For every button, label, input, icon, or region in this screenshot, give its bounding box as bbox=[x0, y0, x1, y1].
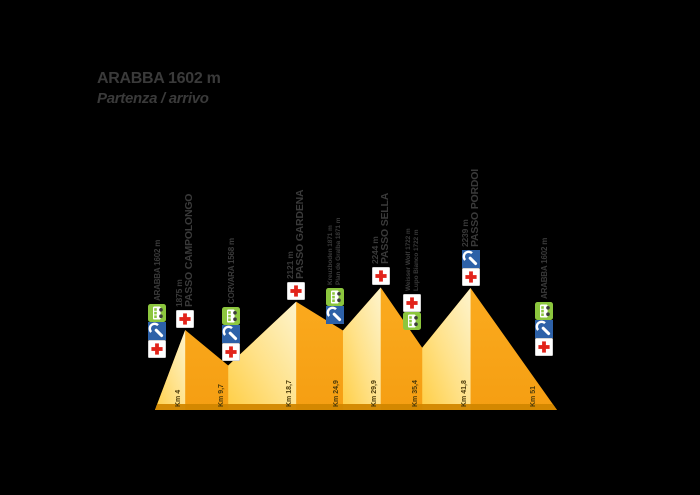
climb-face bbox=[422, 288, 471, 410]
station-label-line: Weisser Wolf 1722 m bbox=[404, 228, 412, 291]
station-label-line: CORVARA 1568 m bbox=[226, 238, 236, 304]
climb-face bbox=[342, 287, 381, 410]
station-label-line: ARABBA 1602 m bbox=[152, 239, 162, 301]
first-aid-cross-icon bbox=[371, 267, 390, 285]
baseline-strip bbox=[155, 404, 557, 410]
climb-face bbox=[228, 301, 297, 410]
station-label-line: Plan de Gralba 1871 m bbox=[334, 217, 342, 285]
first-aid-cross-icon bbox=[148, 340, 166, 358]
first-aid-cross-icon bbox=[222, 343, 241, 361]
km-marker-51: Km 51 bbox=[530, 385, 537, 407]
bike-service-wrench-icon bbox=[535, 320, 553, 338]
chart-title-block: ARABBA 1602 m Partenza / arrivo bbox=[97, 70, 221, 108]
first-aid-cross-icon bbox=[461, 268, 480, 286]
station-label-line: PASSO CAMPOLONGO bbox=[183, 193, 196, 307]
passo-sella-label: 2244 m PASSO SELLA bbox=[370, 192, 391, 264]
shuttle-bus-icon bbox=[325, 288, 344, 306]
shuttle-bus-icon bbox=[403, 312, 422, 330]
bike-service-wrench-icon bbox=[148, 322, 166, 340]
station-label-line: PASSO GARDENA bbox=[294, 189, 307, 279]
passo-gardena-label: 2121 m PASSO GARDENA bbox=[285, 189, 307, 279]
arabba-finish-label: ARABBA 1602 m bbox=[540, 238, 549, 299]
bike-service-wrench-icon bbox=[461, 250, 480, 268]
first-aid-cross-icon bbox=[287, 282, 306, 300]
page-title: ARABBA 1602 m bbox=[97, 70, 221, 87]
km-marker-9-7: Km 9,7 bbox=[218, 384, 226, 407]
passo-pordoi-label: 2239 m PASSO PORDOI bbox=[460, 169, 481, 247]
km-marker-24-9: Km 24,9 bbox=[332, 380, 340, 407]
station-label-line: Lupo Bianco 1722 m bbox=[412, 229, 420, 291]
km-marker-18-7: Km 18,7 bbox=[286, 380, 294, 407]
first-aid-cross-icon bbox=[176, 310, 195, 328]
corvara-label: CORVARA 1568 m bbox=[227, 238, 236, 304]
first-aid-cross-icon bbox=[535, 338, 553, 356]
arabba-start-label: ARABBA 1602 m bbox=[153, 240, 162, 301]
plan-de-gralba-label: Kreuzboden 1871 m Plan de Gralba 1871 m bbox=[327, 218, 342, 285]
km-marker-41-8: Km 41,8 bbox=[460, 380, 468, 407]
climb-face bbox=[155, 330, 186, 410]
bike-service-wrench-icon bbox=[222, 325, 241, 343]
station-label-line: PASSO SELLA bbox=[378, 192, 391, 264]
shuttle-bus-icon bbox=[535, 302, 553, 320]
passo-campolongo-label: 1875 m PASSO CAMPOLONGO bbox=[174, 193, 196, 307]
station-label-line: ARABBA 1602 m bbox=[539, 237, 549, 299]
shuttle-bus-icon bbox=[148, 304, 166, 322]
first-aid-cross-icon bbox=[403, 294, 422, 312]
station-label-line: PASSO PORDOI bbox=[468, 169, 481, 247]
shuttle-bus-icon bbox=[222, 307, 241, 325]
bike-service-wrench-icon bbox=[325, 306, 344, 324]
station-label-line: Kreuzboden 1871 m bbox=[327, 225, 335, 285]
lupo-bianco-label: Weisser Wolf 1722 m Lupo Bianco 1722 m bbox=[405, 228, 420, 291]
page-subtitle: Partenza / arrivo bbox=[97, 90, 209, 107]
km-marker-35-4: Km 35,4 bbox=[412, 380, 420, 407]
km-marker-29-9: Km 29,9 bbox=[370, 380, 378, 407]
km-marker-4: Km 4 bbox=[175, 389, 183, 407]
